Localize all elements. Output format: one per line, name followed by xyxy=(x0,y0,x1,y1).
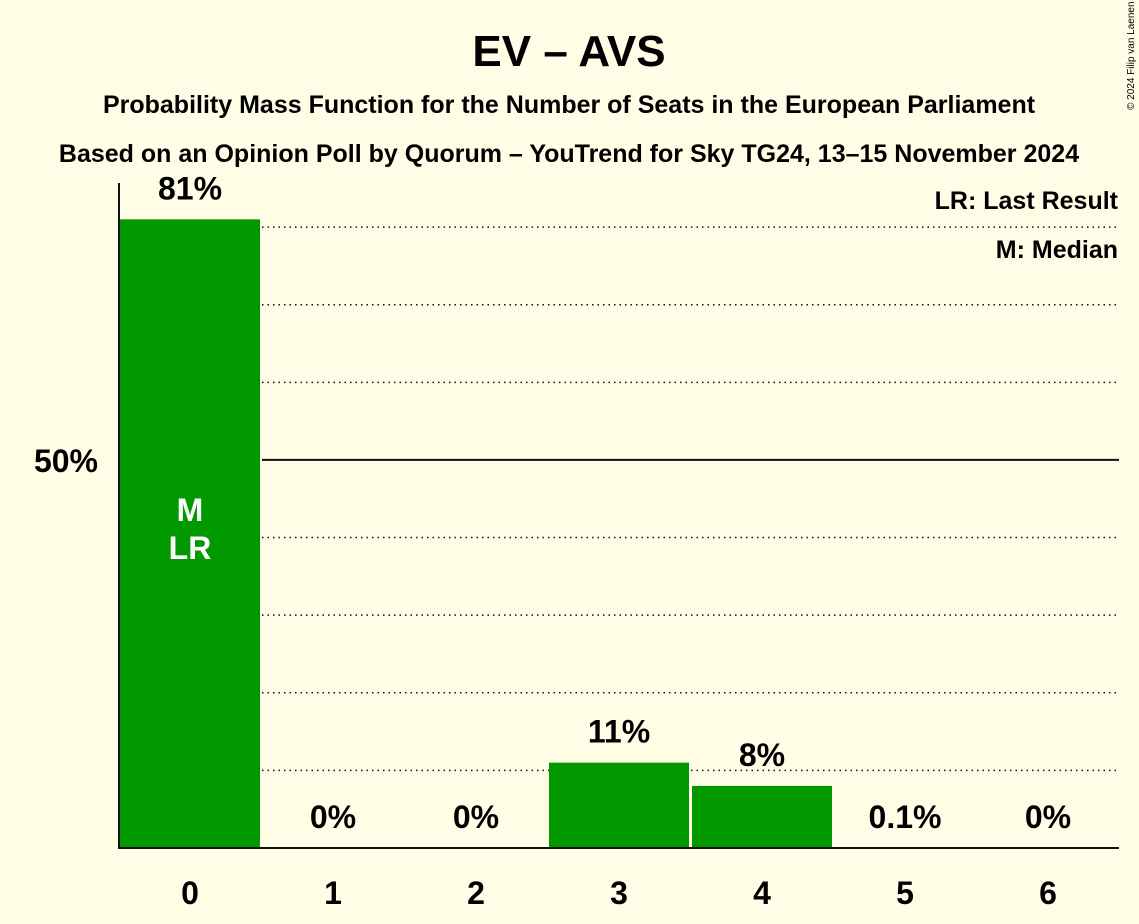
x-tick-label: 2 xyxy=(467,875,485,911)
x-axis-ticks: 0 1 2 3 4 5 6 xyxy=(181,875,1057,911)
bar-seats-0 xyxy=(120,219,260,849)
x-tick-label: 6 xyxy=(1039,875,1057,911)
y-tick-label: 50% xyxy=(34,443,98,479)
bar-annotation-lr: LR xyxy=(169,530,212,566)
copyright-text: © 2024 Filip van Laenen xyxy=(1126,1,1137,110)
bar-value-label: 0% xyxy=(310,799,356,835)
bar-value-label: 8% xyxy=(739,737,785,773)
bars xyxy=(120,219,832,849)
bar-seats-4 xyxy=(692,785,832,848)
bar-annotation-m: M xyxy=(177,492,204,528)
x-tick-label: 3 xyxy=(610,875,628,911)
chart-title: EV – AVS xyxy=(472,27,665,76)
bar-value-label: 0.1% xyxy=(869,799,942,835)
bar-seats-3 xyxy=(549,762,689,848)
chart-subtitle: Probability Mass Function for the Number… xyxy=(103,91,1036,119)
bar-value-label: 11% xyxy=(588,714,650,750)
x-tick-label: 0 xyxy=(181,875,199,911)
x-tick-label: 5 xyxy=(896,875,914,911)
chart-subtitle-poll: Based on an Opinion Poll by Quorum – You… xyxy=(59,140,1079,168)
bar-value-label: 81% xyxy=(158,170,222,206)
bar-labels: 81% 0% 0% 11% 8% 0.1% 0% MLR xyxy=(158,170,1071,835)
x-tick-label: 1 xyxy=(324,875,342,911)
x-tick-label: 4 xyxy=(753,875,771,911)
bar-value-label: 0% xyxy=(1025,799,1071,835)
legend-median: M: Median xyxy=(996,236,1118,264)
legend-last-result: LR: Last Result xyxy=(935,187,1119,215)
gridlines xyxy=(262,226,1119,772)
bar-value-label: 0% xyxy=(453,799,499,835)
y-axis-ticks: 50% xyxy=(34,443,98,479)
